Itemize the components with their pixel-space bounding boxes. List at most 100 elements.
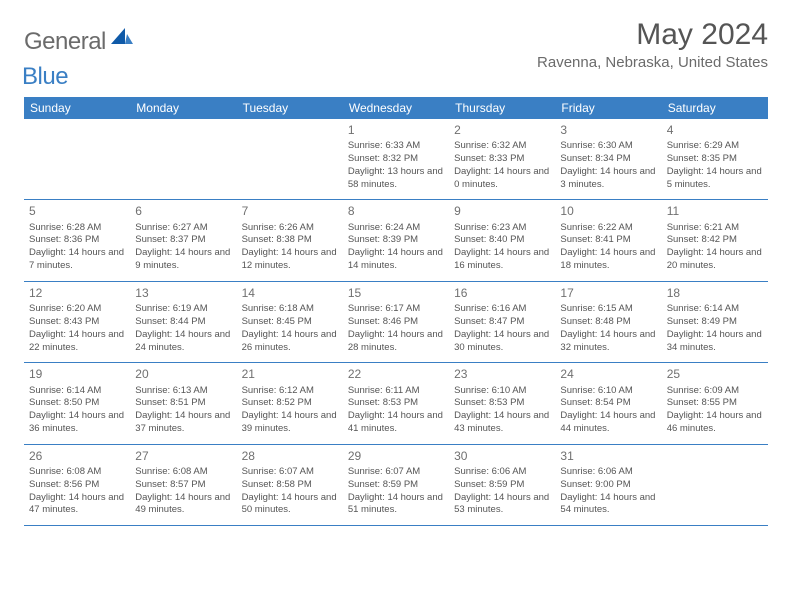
sunrise-line: Sunrise: 6:30 AM (560, 140, 656, 153)
day-number: 8 (348, 203, 444, 219)
daylight-line: Daylight: 14 hours and 51 minutes. (348, 492, 444, 518)
sunset-line: Sunset: 8:33 PM (454, 153, 550, 166)
day-number: 13 (135, 285, 231, 301)
calendar-day-cell: 24Sunrise: 6:10 AMSunset: 8:54 PMDayligh… (555, 363, 661, 444)
daylight-line: Daylight: 14 hours and 30 minutes. (454, 329, 550, 355)
daylight-line: Daylight: 14 hours and 36 minutes. (29, 410, 125, 436)
daylight-line: Daylight: 14 hours and 37 minutes. (135, 410, 231, 436)
calendar-day-cell: 16Sunrise: 6:16 AMSunset: 8:47 PMDayligh… (449, 281, 555, 362)
sunset-line: Sunset: 8:40 PM (454, 234, 550, 247)
sunset-line: Sunset: 8:56 PM (29, 479, 125, 492)
calendar-body: 1Sunrise: 6:33 AMSunset: 8:32 PMDaylight… (24, 119, 768, 525)
weekday-header: Monday (130, 97, 236, 119)
calendar-day-cell: 2Sunrise: 6:32 AMSunset: 8:33 PMDaylight… (449, 119, 555, 200)
day-number: 28 (242, 448, 338, 464)
sunrise-line: Sunrise: 6:09 AM (667, 385, 763, 398)
sunrise-line: Sunrise: 6:10 AM (560, 385, 656, 398)
calendar-empty-cell (662, 444, 768, 525)
weekday-header: Saturday (662, 97, 768, 119)
sunset-line: Sunset: 8:41 PM (560, 234, 656, 247)
bottom-rule (24, 525, 768, 526)
calendar-day-cell: 15Sunrise: 6:17 AMSunset: 8:46 PMDayligh… (343, 281, 449, 362)
sunrise-line: Sunrise: 6:33 AM (348, 140, 444, 153)
daylight-line: Daylight: 14 hours and 7 minutes. (29, 247, 125, 273)
calendar-day-cell: 27Sunrise: 6:08 AMSunset: 8:57 PMDayligh… (130, 444, 236, 525)
sunrise-line: Sunrise: 6:19 AM (135, 303, 231, 316)
day-number: 30 (454, 448, 550, 464)
day-number: 4 (667, 122, 763, 138)
day-number: 11 (667, 203, 763, 219)
daylight-line: Daylight: 14 hours and 34 minutes. (667, 329, 763, 355)
sunset-line: Sunset: 8:57 PM (135, 479, 231, 492)
calendar-day-cell: 3Sunrise: 6:30 AMSunset: 8:34 PMDaylight… (555, 119, 661, 200)
day-number: 25 (667, 366, 763, 382)
sunrise-line: Sunrise: 6:14 AM (667, 303, 763, 316)
sunrise-line: Sunrise: 6:16 AM (454, 303, 550, 316)
calendar-day-cell: 14Sunrise: 6:18 AMSunset: 8:45 PMDayligh… (237, 281, 343, 362)
weekday-header: Sunday (24, 97, 130, 119)
day-number: 7 (242, 203, 338, 219)
calendar-week-row: 19Sunrise: 6:14 AMSunset: 8:50 PMDayligh… (24, 363, 768, 444)
calendar-empty-cell (130, 119, 236, 200)
brand-part1: General (24, 28, 106, 56)
sunrise-line: Sunrise: 6:29 AM (667, 140, 763, 153)
daylight-line: Daylight: 14 hours and 53 minutes. (454, 492, 550, 518)
daylight-line: Daylight: 14 hours and 20 minutes. (667, 247, 763, 273)
daylight-line: Daylight: 14 hours and 32 minutes. (560, 329, 656, 355)
sail-icon (111, 28, 133, 51)
day-number: 31 (560, 448, 656, 464)
day-number: 20 (135, 366, 231, 382)
calendar-day-cell: 17Sunrise: 6:15 AMSunset: 8:48 PMDayligh… (555, 281, 661, 362)
daylight-line: Daylight: 14 hours and 24 minutes. (135, 329, 231, 355)
day-number: 10 (560, 203, 656, 219)
calendar-day-cell: 4Sunrise: 6:29 AMSunset: 8:35 PMDaylight… (662, 119, 768, 200)
location-text: Ravenna, Nebraska, United States (537, 54, 768, 71)
calendar-day-cell: 11Sunrise: 6:21 AMSunset: 8:42 PMDayligh… (662, 200, 768, 281)
calendar-day-cell: 7Sunrise: 6:26 AMSunset: 8:38 PMDaylight… (237, 200, 343, 281)
sunset-line: Sunset: 8:59 PM (454, 479, 550, 492)
day-number: 9 (454, 203, 550, 219)
calendar-day-cell: 10Sunrise: 6:22 AMSunset: 8:41 PMDayligh… (555, 200, 661, 281)
brand-logo: General (24, 18, 135, 56)
sunset-line: Sunset: 8:54 PM (560, 397, 656, 410)
day-number: 14 (242, 285, 338, 301)
day-number: 18 (667, 285, 763, 301)
calendar-day-cell: 1Sunrise: 6:33 AMSunset: 8:32 PMDaylight… (343, 119, 449, 200)
sunrise-line: Sunrise: 6:12 AM (242, 385, 338, 398)
sunset-line: Sunset: 8:55 PM (667, 397, 763, 410)
daylight-line: Daylight: 14 hours and 28 minutes. (348, 329, 444, 355)
sunset-line: Sunset: 8:47 PM (454, 316, 550, 329)
daylight-line: Daylight: 14 hours and 5 minutes. (667, 166, 763, 192)
calendar-week-row: 12Sunrise: 6:20 AMSunset: 8:43 PMDayligh… (24, 281, 768, 362)
sunrise-line: Sunrise: 6:08 AM (135, 466, 231, 479)
weekday-header: Thursday (449, 97, 555, 119)
calendar-day-cell: 6Sunrise: 6:27 AMSunset: 8:37 PMDaylight… (130, 200, 236, 281)
sunrise-line: Sunrise: 6:06 AM (560, 466, 656, 479)
sunrise-line: Sunrise: 6:18 AM (242, 303, 338, 316)
sunset-line: Sunset: 8:37 PM (135, 234, 231, 247)
calendar-day-cell: 19Sunrise: 6:14 AMSunset: 8:50 PMDayligh… (24, 363, 130, 444)
calendar-week-row: 1Sunrise: 6:33 AMSunset: 8:32 PMDaylight… (24, 119, 768, 200)
calendar-day-cell: 31Sunrise: 6:06 AMSunset: 9:00 PMDayligh… (555, 444, 661, 525)
sunset-line: Sunset: 8:53 PM (348, 397, 444, 410)
sunset-line: Sunset: 8:58 PM (242, 479, 338, 492)
sunset-line: Sunset: 8:36 PM (29, 234, 125, 247)
day-number: 24 (560, 366, 656, 382)
sunrise-line: Sunrise: 6:26 AM (242, 222, 338, 235)
calendar-header-row: SundayMondayTuesdayWednesdayThursdayFrid… (24, 97, 768, 119)
calendar-week-row: 26Sunrise: 6:08 AMSunset: 8:56 PMDayligh… (24, 444, 768, 525)
weekday-header: Friday (555, 97, 661, 119)
daylight-line: Daylight: 14 hours and 49 minutes. (135, 492, 231, 518)
day-number: 15 (348, 285, 444, 301)
brand-part2: Blue (22, 63, 68, 91)
weekday-header: Tuesday (237, 97, 343, 119)
calendar-day-cell: 30Sunrise: 6:06 AMSunset: 8:59 PMDayligh… (449, 444, 555, 525)
calendar-day-cell: 13Sunrise: 6:19 AMSunset: 8:44 PMDayligh… (130, 281, 236, 362)
weekday-header: Wednesday (343, 97, 449, 119)
sunrise-line: Sunrise: 6:24 AM (348, 222, 444, 235)
day-number: 1 (348, 122, 444, 138)
sunset-line: Sunset: 8:42 PM (667, 234, 763, 247)
sunrise-line: Sunrise: 6:14 AM (29, 385, 125, 398)
sunset-line: Sunset: 8:34 PM (560, 153, 656, 166)
calendar-day-cell: 23Sunrise: 6:10 AMSunset: 8:53 PMDayligh… (449, 363, 555, 444)
